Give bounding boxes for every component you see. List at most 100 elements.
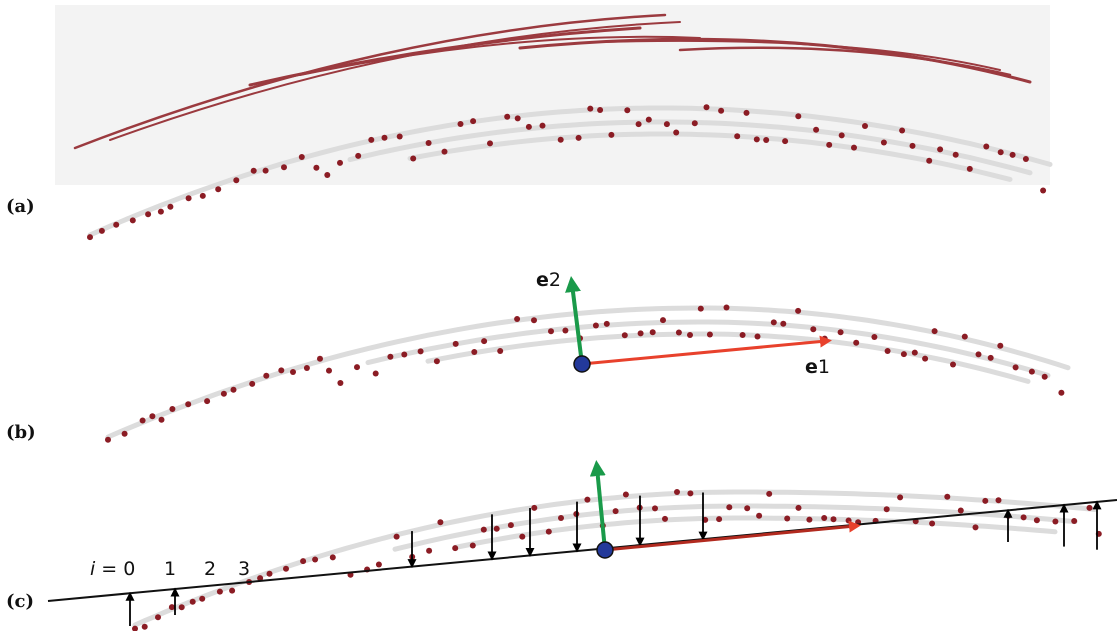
sample-point xyxy=(635,121,642,128)
sample-point xyxy=(926,157,933,164)
index-label: 2 xyxy=(204,558,216,580)
sample-point xyxy=(592,322,599,329)
sample-point xyxy=(784,515,791,522)
sample-point xyxy=(539,122,546,129)
sample-point xyxy=(952,151,959,158)
sample-point xyxy=(766,490,773,497)
sample-point xyxy=(687,490,694,497)
sample-point xyxy=(375,561,382,568)
sample-point xyxy=(507,522,514,529)
sample-point xyxy=(471,349,478,355)
sample-point xyxy=(1052,518,1059,525)
sample-point xyxy=(281,164,287,171)
sample-point xyxy=(337,159,343,166)
sample-point xyxy=(425,140,432,146)
sample-point xyxy=(480,526,487,533)
sample-point xyxy=(229,587,236,594)
sample-point xyxy=(545,528,552,535)
sample-point xyxy=(624,107,631,114)
sample-point xyxy=(145,211,152,218)
sample-point xyxy=(662,515,668,522)
sample-point xyxy=(987,354,994,361)
sample-point xyxy=(185,195,192,202)
sample-point xyxy=(909,142,916,149)
sample-point xyxy=(780,320,787,327)
sample-point xyxy=(845,517,852,524)
sample-point xyxy=(622,491,629,498)
sample-point xyxy=(754,333,761,340)
sample-point xyxy=(470,118,477,125)
sample-point xyxy=(806,516,813,523)
sample-point xyxy=(355,152,362,159)
sample-point xyxy=(354,364,360,371)
sample-point xyxy=(487,140,493,147)
index-symbol: i xyxy=(90,558,96,580)
sample-point xyxy=(726,504,733,511)
sample-point xyxy=(249,380,256,387)
sample-point xyxy=(312,556,319,563)
sample-point xyxy=(185,401,192,408)
sample-point xyxy=(957,507,964,514)
sample-point xyxy=(457,121,464,127)
sample-point xyxy=(900,351,907,358)
sample-point xyxy=(862,123,868,129)
sample-point xyxy=(441,148,448,155)
sample-point xyxy=(410,155,417,162)
sample-point xyxy=(597,107,604,113)
sample-point xyxy=(337,380,344,386)
sample-point xyxy=(929,520,936,527)
sample-point xyxy=(169,406,176,412)
sample-point xyxy=(734,133,741,140)
sample-point xyxy=(922,355,929,362)
strand xyxy=(365,319,1051,378)
sample-point xyxy=(883,506,890,513)
sample-point xyxy=(401,351,408,358)
sample-point xyxy=(687,332,693,338)
strand xyxy=(425,331,1031,384)
sample-point xyxy=(262,167,269,174)
sample-point xyxy=(944,493,951,500)
sample-point xyxy=(189,598,196,605)
sample-point xyxy=(716,516,723,523)
sample-point xyxy=(257,575,264,582)
sample-point xyxy=(562,327,569,334)
sample-point xyxy=(290,369,296,375)
sample-point xyxy=(149,413,156,420)
sample-point xyxy=(417,348,424,355)
sample-point xyxy=(519,533,526,540)
sample-point xyxy=(326,367,332,374)
sample-point xyxy=(795,113,802,120)
sample-point xyxy=(531,317,537,324)
sample-point xyxy=(141,623,148,630)
sample-point xyxy=(215,186,222,193)
axis-index: 1 xyxy=(818,356,830,378)
sample-point xyxy=(329,554,336,561)
sample-point xyxy=(493,525,500,532)
sample-point xyxy=(437,519,444,526)
principal-axis xyxy=(47,499,1117,602)
panel-label: (b) xyxy=(6,422,36,443)
sample-point xyxy=(1028,368,1035,375)
sample-point xyxy=(167,203,174,210)
sample-point xyxy=(1041,373,1048,380)
sample-point xyxy=(937,146,944,153)
sample-point xyxy=(139,417,146,424)
sample-point xyxy=(381,134,388,141)
sample-point xyxy=(469,542,476,549)
axis-index: 2 xyxy=(549,269,561,291)
sample-point xyxy=(851,144,857,151)
strand xyxy=(347,119,1033,176)
sample-point xyxy=(871,334,878,340)
sample-point xyxy=(199,595,206,602)
sample-point xyxy=(838,132,845,139)
sample-point xyxy=(782,138,789,145)
sample-point xyxy=(1086,504,1093,511)
sample-point xyxy=(1022,156,1029,162)
sample-point xyxy=(266,570,273,577)
sample-point xyxy=(558,515,564,521)
index-label: i = 0 xyxy=(90,558,135,580)
panel-label: (c) xyxy=(6,591,34,612)
basis-c xyxy=(589,460,861,559)
sample-point xyxy=(652,505,658,512)
sample-point xyxy=(621,332,628,339)
